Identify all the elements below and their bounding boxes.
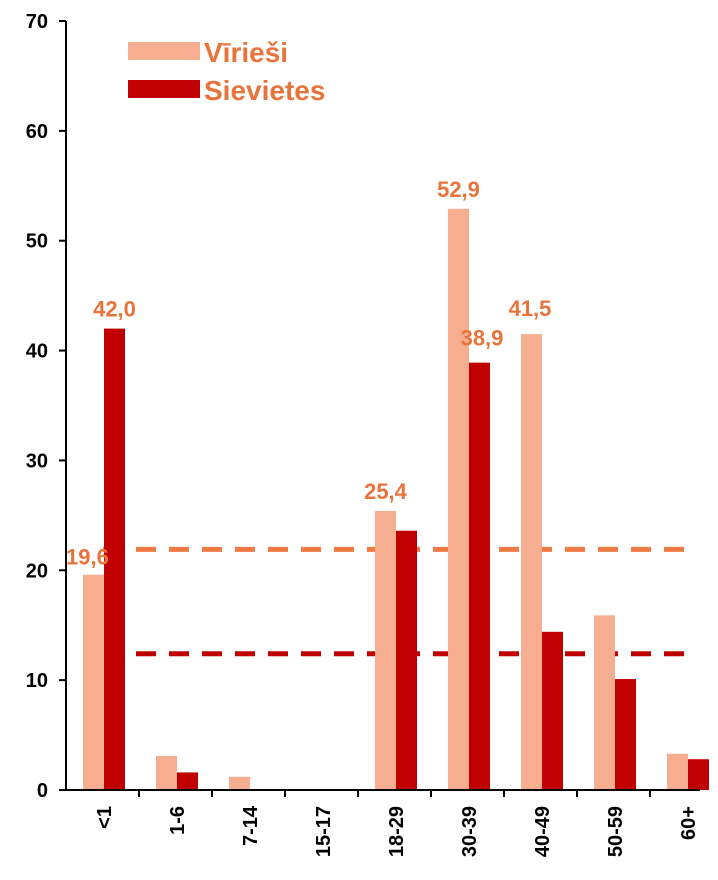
bar-virieshi (83, 574, 104, 790)
y-tick-label: 40 (26, 341, 48, 363)
x-category-label: 15-17 (313, 806, 335, 857)
bar-virieshi (448, 208, 469, 790)
y-tick-label: 70 (26, 11, 48, 33)
legend-label-sievietes: Sievietes (204, 75, 325, 106)
x-category-label: 18-29 (386, 806, 408, 857)
legend-swatch-virieshi (128, 42, 200, 60)
y-tick-label: 10 (26, 670, 48, 692)
data-label: 38,9 (461, 326, 504, 351)
x-category-label: 7-14 (240, 805, 262, 846)
y-tick-label: 20 (26, 560, 48, 582)
data-label: 42,0 (93, 297, 136, 322)
y-axis: 0 10 20 30 40 50 60 70 (26, 11, 67, 802)
data-labels: 19,6 42,0 25,4 52,9 38,941,5 (66, 177, 551, 570)
bars (83, 208, 709, 790)
legend-swatch-sievietes (128, 80, 200, 98)
data-label: 25,4 (364, 479, 408, 504)
data-label: 52,9 (437, 177, 480, 202)
x-axis: <1 1-6 7-14 15-17 18-29 30-39 40-49 50-59 60+ (66, 789, 700, 857)
x-category-label: 40-49 (532, 806, 554, 857)
bar-virieshi (521, 334, 542, 790)
bar-sievietes (615, 679, 636, 790)
bar-sievietes (542, 631, 563, 790)
x-category-label: <1 (94, 806, 116, 829)
x-category-label: 50-59 (605, 806, 627, 857)
bar-virieshi (229, 776, 250, 790)
bar-sievietes (396, 530, 417, 790)
bar-virieshi (375, 510, 396, 790)
x-category-label: 30-39 (459, 806, 481, 857)
y-tick-label: 60 (26, 121, 48, 143)
y-tick-label: 0 (37, 780, 48, 802)
legend-label-virieshi: Vīrieši (204, 37, 288, 68)
bar-virieshi (667, 753, 688, 790)
bar-sievietes (688, 759, 709, 790)
y-tick-label: 50 (26, 231, 48, 253)
x-category-label: 60+ (678, 806, 700, 840)
bar-sievietes (469, 362, 490, 790)
data-label: 41,5 (509, 296, 552, 321)
y-tick-label: 30 (26, 450, 48, 472)
legend: Vīrieši Sievietes (128, 37, 325, 106)
data-label: 19,6 (66, 545, 109, 570)
bar-sievietes (177, 772, 198, 790)
bar-virieshi (156, 755, 177, 790)
x-category-label: 1-6 (167, 806, 189, 835)
bar-sievietes (104, 328, 125, 790)
bar-virieshi (594, 615, 615, 790)
